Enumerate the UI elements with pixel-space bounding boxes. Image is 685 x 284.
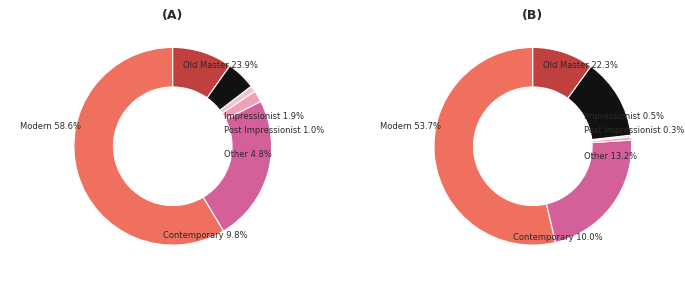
Text: Contemporary 10.0%: Contemporary 10.0% bbox=[513, 233, 603, 242]
Wedge shape bbox=[203, 101, 271, 231]
Text: Other 13.2%: Other 13.2% bbox=[584, 152, 637, 161]
Wedge shape bbox=[207, 66, 251, 110]
Text: Other 4.8%: Other 4.8% bbox=[224, 150, 272, 159]
Text: Impressionist 1.9%: Impressionist 1.9% bbox=[224, 112, 304, 121]
Wedge shape bbox=[547, 140, 632, 243]
Wedge shape bbox=[592, 135, 631, 141]
Text: Modern 58.6%: Modern 58.6% bbox=[20, 122, 81, 131]
Wedge shape bbox=[74, 47, 223, 245]
Wedge shape bbox=[222, 91, 261, 119]
Text: Impressionist 0.5%: Impressionist 0.5% bbox=[584, 112, 664, 121]
Wedge shape bbox=[434, 47, 556, 245]
Text: Contemporary 9.8%: Contemporary 9.8% bbox=[163, 231, 247, 240]
Wedge shape bbox=[533, 47, 591, 98]
Text: Old Master 23.9%: Old Master 23.9% bbox=[183, 61, 258, 70]
Wedge shape bbox=[220, 86, 255, 113]
Wedge shape bbox=[568, 66, 631, 139]
Text: Post Impressionist 1.0%: Post Impressionist 1.0% bbox=[224, 126, 325, 135]
Text: Old Master 22.3%: Old Master 22.3% bbox=[543, 61, 618, 70]
Wedge shape bbox=[592, 137, 632, 143]
Wedge shape bbox=[173, 47, 230, 98]
Title: (B): (B) bbox=[522, 9, 543, 22]
Title: (A): (A) bbox=[162, 9, 184, 22]
Text: Post Impressionist 0.3%: Post Impressionist 0.3% bbox=[584, 126, 684, 135]
Text: Modern 53.7%: Modern 53.7% bbox=[379, 122, 440, 131]
